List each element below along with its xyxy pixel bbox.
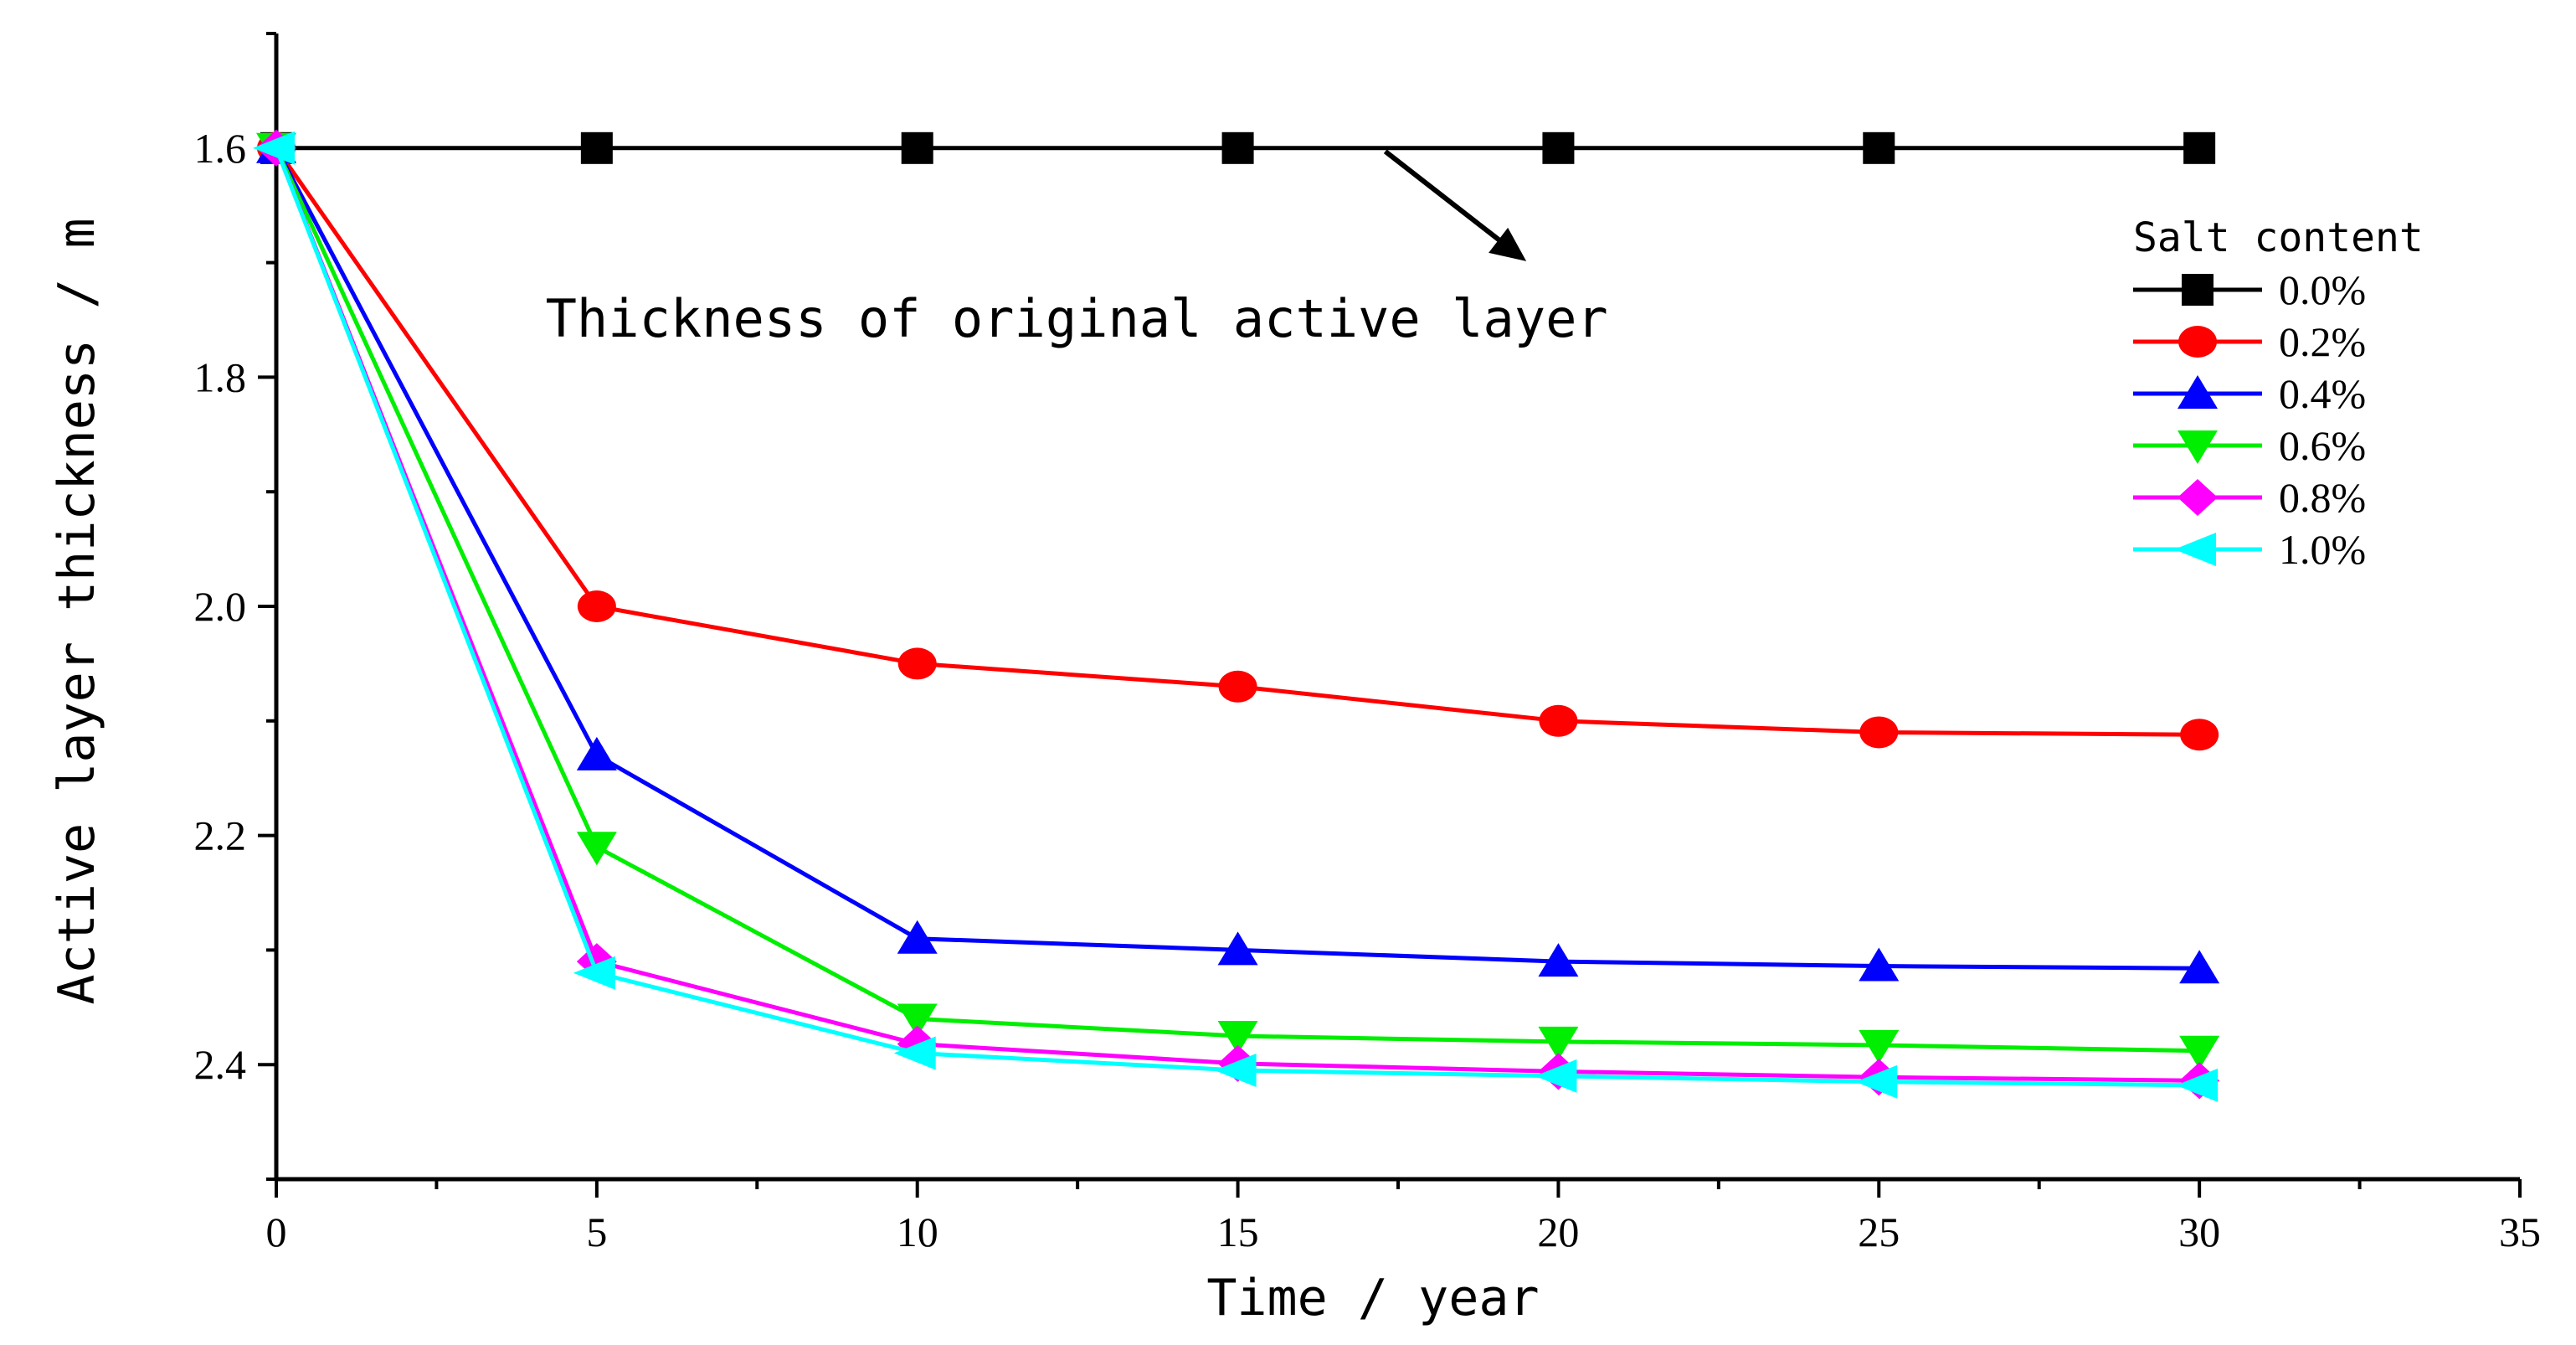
data-point xyxy=(1538,943,1579,977)
data-point xyxy=(1859,716,1899,749)
data-point xyxy=(1855,1064,1898,1099)
x-tick-label: 35 xyxy=(2499,1208,2541,1255)
x-tick-label: 5 xyxy=(586,1208,607,1255)
series-layer xyxy=(253,129,2220,1102)
legend-label: 0.4% xyxy=(2279,370,2366,417)
data-point xyxy=(577,590,616,622)
y-axis-title: Active layer thickness / m xyxy=(48,218,106,1004)
x-tick-label: 0 xyxy=(266,1208,287,1255)
legend-item: 0.0% xyxy=(2133,266,2366,313)
data-point xyxy=(1859,1029,1900,1064)
legend-swatch-marker xyxy=(2182,274,2214,306)
legend-item: 0.8% xyxy=(2133,474,2366,521)
annotation-arrow-line xyxy=(1383,149,1515,254)
data-point xyxy=(2179,950,2220,984)
legend-label: 0.0% xyxy=(2279,266,2366,313)
data-point xyxy=(573,956,615,990)
data-point xyxy=(1539,704,1578,737)
data-point xyxy=(897,920,938,954)
series-06-group xyxy=(256,132,2220,1069)
data-point xyxy=(897,1003,938,1038)
y-tick-label: 1.6 xyxy=(194,125,247,172)
legend-item: 0.4% xyxy=(2133,370,2366,417)
annotation-arrowhead xyxy=(1489,227,1527,261)
data-point xyxy=(580,131,613,164)
legend-swatch-marker xyxy=(2178,375,2218,409)
legend-swatch-marker xyxy=(2178,430,2218,464)
data-point xyxy=(1859,947,1900,982)
series-00-group xyxy=(260,131,2216,164)
legend-title: Salt content xyxy=(2133,214,2424,261)
x-tick-label: 25 xyxy=(1858,1208,1900,1255)
data-point xyxy=(1217,1021,1258,1054)
series-02-group xyxy=(257,131,2219,751)
data-point xyxy=(901,131,933,164)
legend-swatch-marker xyxy=(2178,326,2217,358)
data-point xyxy=(1863,131,1895,164)
data-point xyxy=(2179,1035,2220,1069)
legend-swatch-marker xyxy=(2174,533,2216,566)
x-tick-label: 15 xyxy=(1217,1208,1259,1255)
data-point xyxy=(1538,1026,1579,1060)
y-tick-label: 2.4 xyxy=(194,1041,247,1088)
legend-label: 0.2% xyxy=(2279,318,2366,365)
data-point xyxy=(897,647,937,680)
legend-label: 0.6% xyxy=(2279,422,2366,469)
y-tick-label: 1.8 xyxy=(194,353,247,400)
annotation: Thickness of original active layer xyxy=(546,149,1608,349)
y-tick-label: 2.0 xyxy=(194,583,247,630)
x-tick-label: 20 xyxy=(1537,1208,1579,1255)
x-tick-label: 10 xyxy=(897,1208,938,1255)
data-point xyxy=(576,832,617,866)
axis-ticks: 0 5 10 15 20 25 30 35 1.6 1.8 2.0 2.2 2.4 xyxy=(194,32,2541,1255)
x-axis-title: Time / year xyxy=(1206,1269,1539,1327)
series-line xyxy=(274,147,2200,1054)
data-point xyxy=(2180,719,2219,751)
y-tick-label: 2.2 xyxy=(194,812,247,859)
x-tick-label: 30 xyxy=(2178,1208,2220,1255)
series-10-group xyxy=(253,131,2219,1102)
legend-label: 1.0% xyxy=(2279,526,2366,573)
data-point xyxy=(1217,931,1258,966)
legend-label: 0.8% xyxy=(2279,474,2366,521)
data-point xyxy=(253,131,295,165)
legend-item: 0.2% xyxy=(2133,318,2366,365)
legend-item: 0.6% xyxy=(2133,422,2366,469)
data-point xyxy=(576,736,617,770)
data-point xyxy=(2176,1068,2219,1102)
data-point xyxy=(1542,131,1575,164)
legend-swatch-marker xyxy=(2178,479,2218,516)
legend-item: 1.0% xyxy=(2133,526,2366,573)
series-line xyxy=(274,147,2200,737)
data-point xyxy=(2183,131,2216,164)
data-point xyxy=(1535,1059,1577,1093)
data-point xyxy=(893,1036,936,1070)
data-point xyxy=(1221,131,1254,164)
data-point xyxy=(1214,1054,1257,1088)
annotation-text: Thickness of original active layer xyxy=(546,288,1608,349)
legend: Salt content 0.0% 0.2% 0.4% 0.6% 0.8% 1.0% xyxy=(2133,214,2424,573)
data-point xyxy=(1218,670,1257,703)
